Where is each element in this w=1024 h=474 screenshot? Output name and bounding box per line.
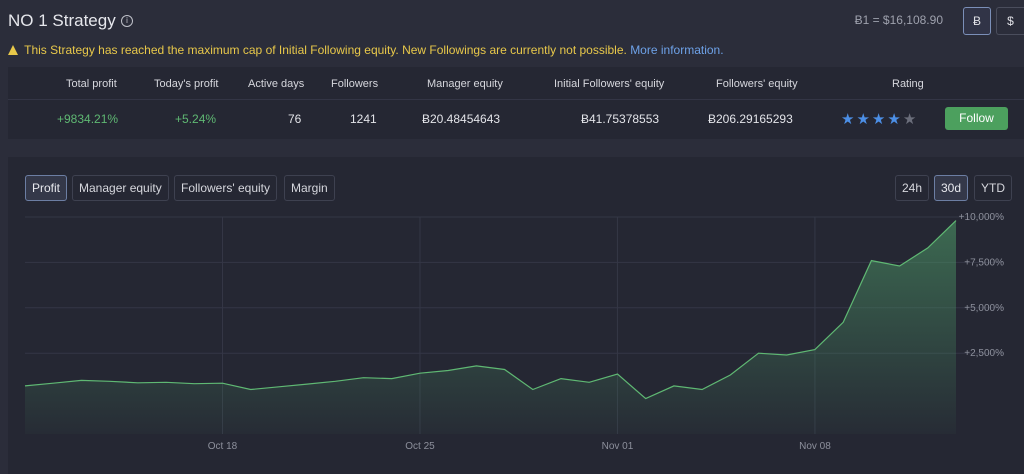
x-tick-label: Oct 25 xyxy=(405,441,435,452)
x-tick-label: Oct 18 xyxy=(208,441,238,452)
range-30d-button[interactable]: 30d xyxy=(934,175,969,201)
header-active-days: Active days xyxy=(248,78,305,90)
tab-followers-equity[interactable]: Followers' equity xyxy=(174,175,277,201)
header: NO 1 Strategy i Ƀ1 = $16,108.90 Ƀ $ xyxy=(0,0,1024,42)
header-initial-followers-equity: Initial Followers' equity xyxy=(554,78,665,90)
y-tick-label: +10,000% xyxy=(959,212,1004,223)
strategy-stats-table: Total profit Today's profit Active days … xyxy=(8,67,1024,139)
active-days-value: 76 xyxy=(288,112,302,126)
tab-manager-equity[interactable]: Manager equity xyxy=(72,175,169,201)
star-icon: ★ xyxy=(887,110,901,128)
rating-stars: ★ ★ ★ ★ ★ xyxy=(841,111,918,129)
range-24h-button[interactable]: 24h xyxy=(895,175,930,201)
header-manager-equity: Manager equity xyxy=(427,78,503,90)
followers-equity-value: Ƀ206.29165293 xyxy=(708,112,793,126)
btc-usd-rate: Ƀ1 = $16,108.90 xyxy=(854,13,943,27)
initial-followers-equity-value: Ƀ41.75378553 xyxy=(581,112,660,126)
star-icon: ★ xyxy=(902,110,917,128)
currency-btc-button[interactable]: Ƀ xyxy=(963,7,991,35)
manager-equity-value: Ƀ20.48454643 xyxy=(422,112,501,126)
stats-value-row: +9834.21% +5.24% 76 1241 Ƀ20.48454643 Ƀ4… xyxy=(8,100,1024,139)
profit-chart: +2,500% +5,000% +7,500% +10,000% Oct 18 Oct 2… xyxy=(24,212,1004,452)
star-icon: ★ xyxy=(841,110,855,128)
chart-panel: Profit Manager equity Followers' equity … xyxy=(8,157,1024,474)
currency-usd-button[interactable]: $ xyxy=(996,7,1024,35)
warning-text: This Strategy has reached the maximum ca… xyxy=(24,43,627,57)
more-information-link[interactable]: More information. xyxy=(630,43,724,57)
profit-area xyxy=(25,220,956,434)
header-followers: Followers xyxy=(331,78,379,90)
page-title: NO 1 Strategy xyxy=(8,11,116,30)
warning-icon xyxy=(8,45,18,55)
star-icon: ★ xyxy=(871,110,886,128)
header-followers-equity: Followers' equity xyxy=(716,78,798,90)
cap-warning: This Strategy has reached the maximum ca… xyxy=(8,43,724,57)
y-tick-label: +2,500% xyxy=(964,348,1004,359)
x-tick-label: Nov 01 xyxy=(602,441,634,452)
stats-header-row: Total profit Today's profit Active days … xyxy=(8,67,1024,100)
header-rating: Rating xyxy=(892,78,924,90)
followers-value: 1241 xyxy=(350,112,377,126)
header-todays-profit: Today's profit xyxy=(154,78,219,90)
star-icon: ★ xyxy=(856,110,870,128)
todays-profit-value: +5.24% xyxy=(175,112,217,126)
y-tick-label: +5,000% xyxy=(964,303,1004,314)
tab-margin[interactable]: Margin xyxy=(284,175,335,201)
total-profit-value: +9834.21% xyxy=(57,112,119,126)
tab-profit[interactable]: Profit xyxy=(25,175,68,201)
y-tick-label: +7,500% xyxy=(964,257,1004,268)
info-icon[interactable]: i xyxy=(121,15,133,27)
follow-button[interactable]: Follow xyxy=(945,107,1008,130)
header-total-profit: Total profit xyxy=(66,78,117,90)
range-ytd-button[interactable]: YTD xyxy=(974,175,1012,201)
x-tick-label: Nov 08 xyxy=(799,441,831,452)
profit-line xyxy=(24,220,957,400)
